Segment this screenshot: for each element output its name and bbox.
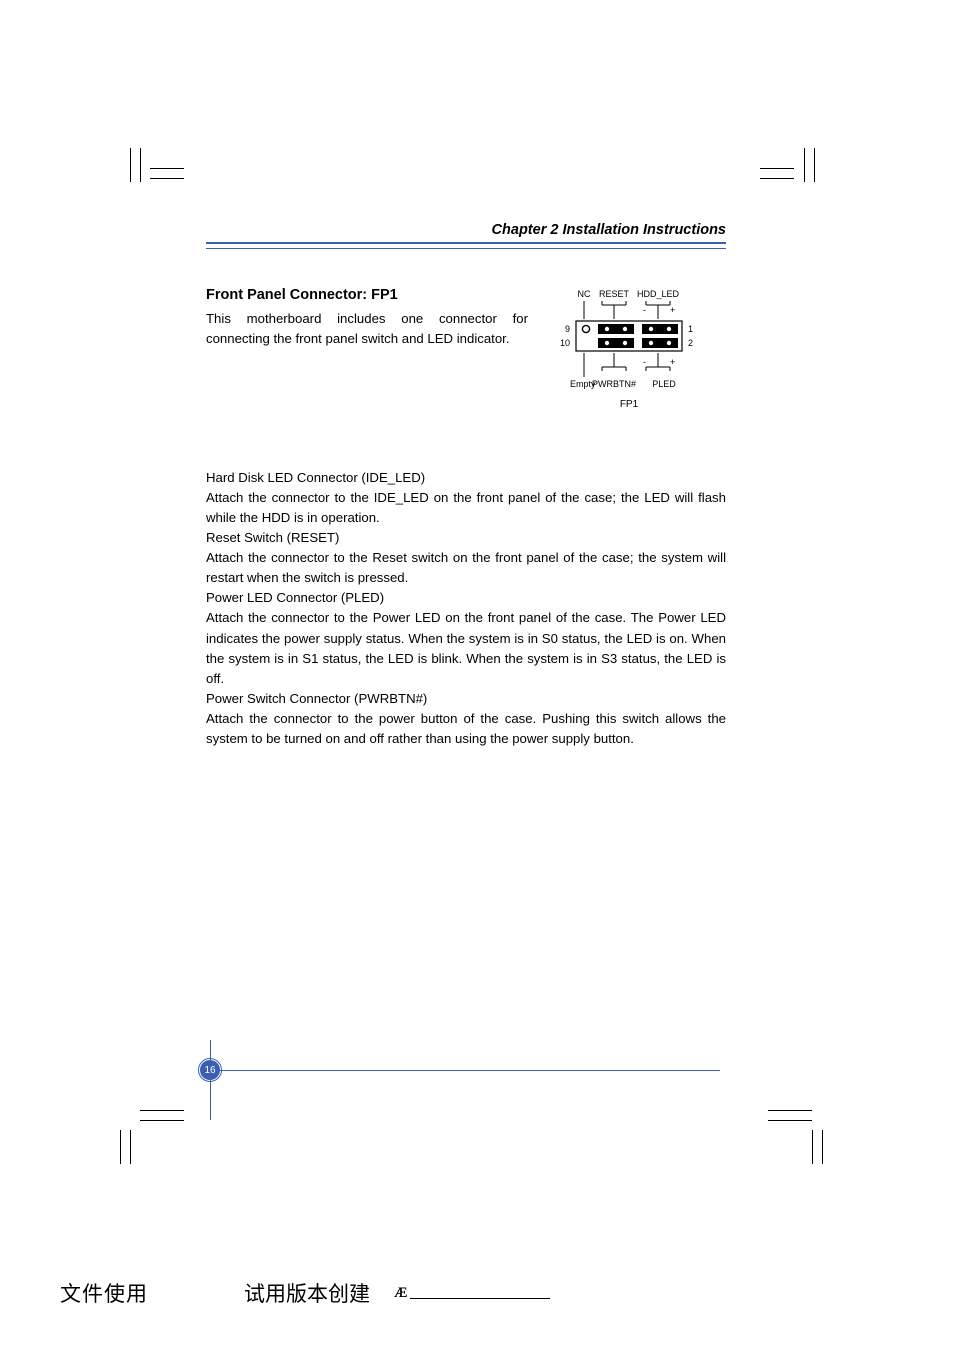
p3: Attach the connector to the Power LED on… bbox=[206, 608, 726, 688]
page-number: 16 bbox=[204, 1065, 215, 1076]
polarity-top-plus: + bbox=[670, 305, 675, 315]
p1: Attach the connector to the IDE_LED on t… bbox=[206, 488, 726, 528]
p3-title: Power LED Connector (PLED) bbox=[206, 588, 726, 608]
p2: Attach the connector to the Reset switch… bbox=[206, 548, 726, 588]
label-reset: RESET bbox=[599, 289, 630, 299]
label-pled: PLED bbox=[652, 379, 676, 389]
watermark-left: 文件使用 bbox=[60, 1278, 148, 1308]
section-text: Front Panel Connector: FP1 This motherbo… bbox=[206, 287, 528, 422]
watermark-right: 试用版本创建 bbox=[244, 1278, 370, 1308]
section-fp1: Front Panel Connector: FP1 This motherbo… bbox=[206, 287, 726, 422]
pin-num-10: 10 bbox=[560, 338, 570, 348]
polarity-bot-minus: - bbox=[643, 357, 646, 367]
label-pwrbtn: PWRBTN# bbox=[592, 379, 636, 389]
section-title: Front Panel Connector: FP1 bbox=[206, 287, 528, 303]
watermark-glyph: ᴁ bbox=[394, 1278, 408, 1303]
p2-title: Reset Switch (RESET) bbox=[206, 528, 726, 548]
chapter-rule-thick bbox=[206, 242, 726, 244]
section-intro: This motherboard includes one connector … bbox=[206, 309, 528, 350]
page-number-badge: 16 bbox=[200, 1060, 220, 1080]
fp1-diagram: NC RESET HDD_LED - bbox=[546, 287, 726, 422]
fp1-svg: NC RESET HDD_LED - bbox=[546, 287, 726, 417]
label-nc: NC bbox=[578, 289, 591, 299]
body-text: Hard Disk LED Connector (IDE_LED) Attach… bbox=[206, 468, 726, 749]
p4-title: Power Switch Connector (PWRBTN#) bbox=[206, 689, 726, 709]
pin-num-2: 2 bbox=[688, 338, 693, 348]
watermark-underline bbox=[410, 1298, 550, 1299]
p4: Attach the connector to the power button… bbox=[206, 709, 726, 749]
chapter-title: Chapter 2 Installation Instructions bbox=[206, 222, 726, 242]
polarity-top-minus: - bbox=[643, 305, 646, 315]
content-area: Chapter 2 Installation Instructions Fron… bbox=[206, 222, 726, 749]
diagram-caption: FP1 bbox=[620, 399, 639, 410]
pin-num-1: 1 bbox=[688, 324, 693, 334]
polarity-bot-plus: + bbox=[670, 357, 675, 367]
pin-num-9: 9 bbox=[565, 324, 570, 334]
chapter-rule-thin bbox=[206, 248, 726, 249]
page: Chapter 2 Installation Instructions Fron… bbox=[0, 0, 954, 1349]
pin-9-empty bbox=[582, 325, 589, 332]
p1-title: Hard Disk LED Connector (IDE_LED) bbox=[206, 468, 726, 488]
label-hdd: HDD_LED bbox=[637, 289, 680, 299]
